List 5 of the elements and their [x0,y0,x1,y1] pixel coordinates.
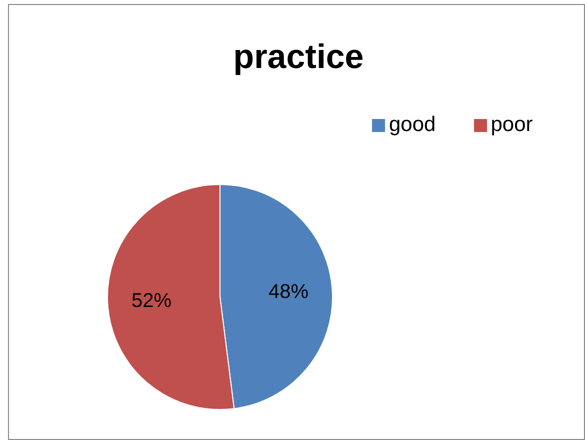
data-label: 52% [131,290,172,312]
legend-label: good [389,113,436,137]
chart-title: practice [232,38,365,77]
legend-label: poor [490,113,533,137]
data-label: 48% [268,281,309,304]
